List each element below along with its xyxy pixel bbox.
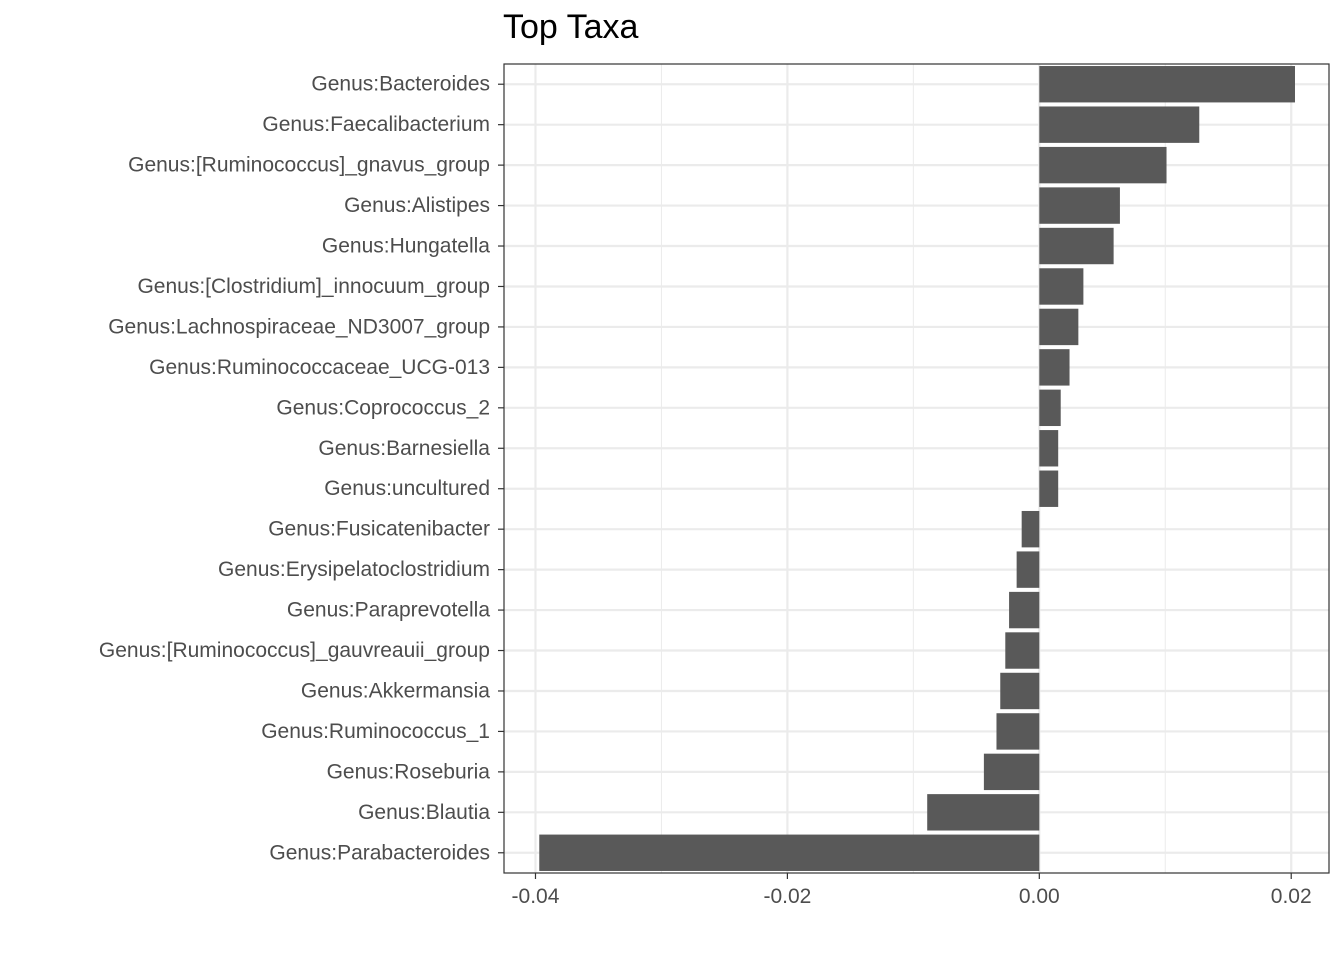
y-tick-label: Genus:[Clostridium]_innocuum_group <box>137 275 490 298</box>
y-tick-label: Genus:Faecalibacterium <box>262 113 490 136</box>
bar <box>927 794 1040 831</box>
bar <box>1039 146 1167 184</box>
x-tick-label: 0.02 <box>1271 885 1312 908</box>
y-tick-label: Genus:uncultured <box>324 477 490 500</box>
y-tick-label: Genus:Paraprevotella <box>287 599 490 622</box>
y-tick-label: Genus:Barnesiella <box>318 437 490 460</box>
y-tick-label: Genus:Erysipelatoclostridium <box>218 558 490 581</box>
x-tick-label: -0.04 <box>512 885 560 908</box>
y-tick-label: Genus:Hungatella <box>322 235 490 258</box>
bar <box>996 713 1040 750</box>
bar <box>1039 268 1084 305</box>
y-tick-label: Genus:Ruminococcaceae_UCG-013 <box>149 356 490 379</box>
bar <box>1039 106 1200 143</box>
y-tick-label: Genus:Coprococcus_2 <box>276 396 490 419</box>
y-tick-label: Genus:Parabacteroides <box>269 841 490 864</box>
y-tick-label: Genus:Fusicatenibacter <box>268 518 490 541</box>
y-axis: Genus:Bacteroides Genus:Faecalibacterium G… <box>99 73 504 864</box>
x-axis: -0.04 -0.02 0.00 0.02 <box>512 873 1312 908</box>
bar <box>1000 672 1040 710</box>
x-tick-label: 0.00 <box>1019 885 1060 908</box>
y-tick-label: Genus:Ruminococcus_1 <box>261 720 490 743</box>
bar <box>1009 591 1040 629</box>
bar <box>1005 632 1040 669</box>
bar <box>1039 349 1070 386</box>
y-tick-label: Genus:Blautia <box>358 801 490 824</box>
y-tick-label: Genus:Roseburia <box>327 760 491 783</box>
y-tick-label: Genus:Bacteroides <box>311 73 490 96</box>
bar <box>1039 308 1079 346</box>
bar <box>1039 66 1295 103</box>
y-tick-label: Genus:[Ruminococcus]_gnavus_group <box>128 154 490 177</box>
bar <box>1039 470 1059 507</box>
bar <box>1039 227 1114 265</box>
bars <box>539 66 1295 871</box>
chart-title: Top Taxa <box>503 8 639 46</box>
bar <box>1016 551 1040 588</box>
bar <box>1021 510 1040 548</box>
y-tick-label: Genus:[Ruminococcus]_gauvreauii_group <box>99 639 490 662</box>
y-tick-label: Genus:Akkermansia <box>301 679 490 702</box>
plot-panel-border <box>503 63 1330 874</box>
grid-lines <box>504 64 1329 873</box>
bar <box>1039 430 1059 467</box>
bar <box>1039 389 1061 427</box>
x-tick-label: -0.02 <box>763 885 811 908</box>
y-tick-label: Genus:Alistipes <box>344 194 490 217</box>
bar <box>539 834 1040 871</box>
bar <box>983 753 1040 791</box>
bar <box>1039 187 1120 224</box>
y-tick-label: Genus:Lachnospiraceae_ND3007_group <box>108 315 490 338</box>
